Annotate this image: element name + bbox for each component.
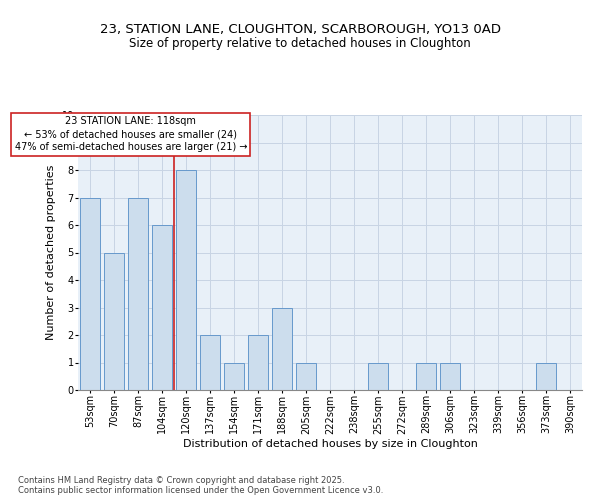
Text: 23 STATION LANE: 118sqm
← 53% of detached houses are smaller (24)
47% of semi-de: 23 STATION LANE: 118sqm ← 53% of detache… [14,116,247,152]
Text: Contains HM Land Registry data © Crown copyright and database right 2025.
Contai: Contains HM Land Registry data © Crown c… [18,476,383,495]
Bar [152,225,172,390]
Bar [128,198,148,390]
Bar [104,252,124,390]
Bar [296,362,316,390]
Bar [272,308,292,390]
Text: 23, STATION LANE, CLOUGHTON, SCARBOROUGH, YO13 0AD: 23, STATION LANE, CLOUGHTON, SCARBOROUGH… [100,22,500,36]
Bar [440,362,460,390]
Bar [80,198,100,390]
Bar [224,362,244,390]
Text: Size of property relative to detached houses in Cloughton: Size of property relative to detached ho… [129,38,471,51]
Y-axis label: Number of detached properties: Number of detached properties [46,165,56,340]
Bar [536,362,556,390]
Bar [176,170,196,390]
Bar [200,335,220,390]
Bar [368,362,388,390]
Bar [248,335,268,390]
X-axis label: Distribution of detached houses by size in Cloughton: Distribution of detached houses by size … [182,439,478,449]
Bar [416,362,436,390]
